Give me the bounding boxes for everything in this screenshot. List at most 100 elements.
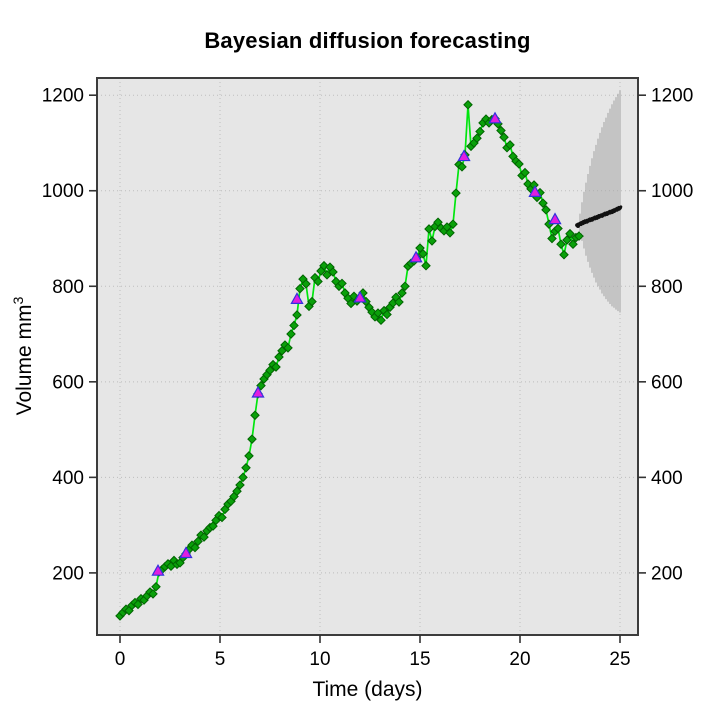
panel-background [97, 78, 638, 635]
observed-diamond-marker [427, 236, 437, 246]
observed-diamond-marker [400, 281, 410, 292]
observed-diamond-marker [565, 228, 575, 239]
observed-markers [115, 99, 584, 621]
y-axis-tick-label-left: 600 [52, 372, 84, 393]
observed-diamond-marker [520, 167, 530, 178]
y-axis-title: Volume mm3 [11, 297, 37, 416]
observed-diamond-marker [448, 219, 458, 229]
observed-diamond-marker [541, 205, 551, 215]
axes: 0 5 10 15 20 25 200 200 400 400 600 600 800 800 1000 10… [42, 86, 694, 670]
checkpoint-triangle-marker [548, 212, 562, 225]
y-axis-tick-label-right: 200 [651, 563, 683, 584]
x-axis-tick-label: 20 [509, 649, 530, 670]
observed-diamond-marker [397, 288, 407, 298]
forecast-median-series [575, 205, 623, 228]
checkpoint-triangle-marker [353, 290, 367, 303]
observed-diamond-marker [292, 310, 302, 320]
observed-diamond-marker [376, 315, 386, 326]
y-axis-tick-label-left: 1200 [42, 86, 84, 107]
y-axis-tick-label-right: 1000 [651, 181, 693, 202]
x-axis-tick-label: 25 [609, 649, 630, 670]
checkpoint-triangle-marker [409, 250, 423, 263]
observed-diamond-marker [271, 362, 281, 372]
observed-diamond-marker [568, 239, 578, 250]
checkpoint-triangle-marker [151, 563, 165, 576]
x-axis-title: Time (days) [312, 678, 423, 701]
y-axis-tick-label-right: 800 [651, 277, 683, 298]
observed-diamond-marker [148, 589, 158, 599]
observed-diamond-marker [283, 343, 293, 353]
observed-diamond-marker [451, 188, 461, 198]
y-axis-title-text: Volume mm [13, 304, 36, 416]
observed-diamond-marker [286, 329, 296, 339]
y-axis-tick-label-left: 400 [52, 468, 84, 489]
checkpoint-markers [151, 111, 562, 576]
observed-diamond-marker [307, 296, 317, 307]
checkpoint-triangle-marker [179, 546, 193, 559]
observed-diamond-marker [241, 462, 251, 473]
observed-diamond-marker [301, 279, 311, 289]
observed-diamond-marker [475, 126, 485, 137]
observed-diamond-marker [319, 260, 329, 271]
observed-diamond-marker [394, 297, 404, 307]
checkpoint-triangle-marker [528, 185, 542, 197]
y-axis-tick-label-right: 600 [651, 372, 683, 393]
observed-diamond-marker [295, 283, 305, 294]
observed-diamond-marker [235, 480, 245, 490]
observed-diamond-marker [472, 133, 482, 143]
observed-diamond-marker [328, 267, 338, 277]
observed-diamond-marker [382, 309, 392, 320]
observed-diamond-marker [457, 162, 467, 172]
chart-title: Bayesian diffusion forecasting [204, 28, 531, 53]
observed-diamond-marker [217, 512, 227, 523]
x-axis-tick-label: 0 [115, 649, 126, 670]
forecast-median-point [619, 205, 623, 209]
observed-diamond-marker [247, 434, 257, 444]
observed-diamond-marker [151, 581, 161, 592]
x-axis-tick-label: 15 [409, 649, 430, 670]
panel-border [96, 77, 639, 636]
checkpoint-triangle-marker [290, 292, 304, 304]
y-axis-tick-label-right: 1200 [651, 86, 693, 107]
observed-diamond-marker [556, 239, 566, 250]
observed-diamond-marker [538, 198, 548, 208]
observed-diamond-marker [190, 542, 200, 553]
observed-diamond-marker [562, 235, 572, 245]
observed-diamond-marker [505, 140, 515, 150]
y-axis-tick-label-left: 1000 [42, 181, 84, 202]
x-axis-tick-label: 10 [309, 649, 330, 670]
observed-diamond-marker [553, 223, 563, 234]
observed-diamond-marker [499, 132, 509, 143]
observed-diamond-marker [421, 260, 431, 271]
observed-diamond-marker [232, 486, 242, 497]
observed-diamond-marker [289, 320, 299, 331]
observed-diamond-marker [256, 380, 266, 391]
y-axis-title-superscript: 3 [11, 296, 27, 305]
observed-diamond-marker [313, 276, 323, 287]
observed-diamond-marker [250, 410, 260, 421]
y-axis-tick-label-left: 200 [52, 563, 84, 584]
checkpoint-triangle-marker [488, 111, 502, 124]
observed-diamond-marker [238, 472, 248, 483]
observed-diamond-marker [547, 233, 557, 244]
observed-diamond-marker [574, 231, 584, 241]
y-axis-tick-label-right: 400 [651, 468, 683, 489]
y-axis-tick-label-left: 800 [52, 277, 84, 298]
observed-diamond-marker [559, 249, 569, 260]
observed-diamond-marker [337, 278, 347, 289]
observed-diamond-marker [463, 99, 473, 110]
x-axis-tick-label: 5 [215, 649, 226, 670]
observed-diamond-marker [193, 536, 203, 547]
observed-diamond-marker [274, 352, 284, 362]
observed-diamond-marker [496, 125, 506, 136]
observed-diamond-marker [199, 532, 209, 542]
checkpoint-triangle-marker [457, 149, 471, 162]
observed-diamond-marker [445, 227, 455, 238]
observed-diamond-marker [244, 451, 254, 461]
observed-diamond-marker [418, 248, 428, 259]
checkpoint-triangle-marker [251, 385, 265, 398]
observed-diamond-marker [514, 159, 524, 169]
